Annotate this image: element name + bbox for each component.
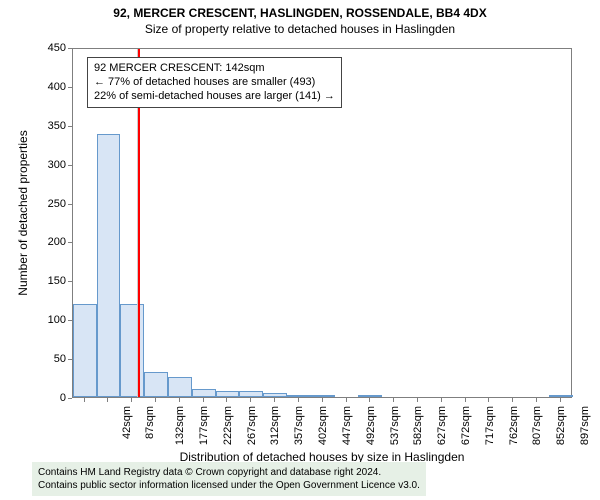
- plot-area: 92 MERCER CRESCENT: 142sqm← 77% of detac…: [72, 48, 572, 398]
- xtick-mark: [369, 398, 370, 402]
- xtick-mark: [346, 398, 347, 402]
- histogram-bar: [549, 395, 573, 397]
- xtick-mark: [322, 398, 323, 402]
- xtick-mark: [179, 398, 180, 402]
- xtick-label: 447sqm: [341, 406, 353, 445]
- chart-container: 92, MERCER CRESCENT, HASLINGDEN, ROSSEND…: [0, 0, 600, 500]
- xtick-mark: [274, 398, 275, 402]
- ytick-mark: [68, 87, 72, 88]
- ytick-label: 200: [36, 236, 66, 248]
- xtick-label: 852sqm: [555, 406, 567, 445]
- chart-title: 92, MERCER CRESCENT, HASLINGDEN, ROSSEND…: [0, 0, 600, 20]
- footer-line: Contains HM Land Registry data © Crown c…: [38, 466, 420, 479]
- histogram-bar: [144, 372, 168, 397]
- ytick-label: 250: [36, 198, 66, 210]
- ytick-mark: [68, 126, 72, 127]
- ytick-label: 450: [36, 42, 66, 54]
- xtick-mark: [441, 398, 442, 402]
- xtick-mark: [560, 398, 561, 402]
- xtick-label: 177sqm: [198, 406, 210, 445]
- histogram-bar: [358, 395, 382, 397]
- ytick-label: 50: [36, 353, 66, 365]
- xtick-label: 807sqm: [532, 406, 544, 445]
- histogram-bar: [216, 391, 240, 397]
- histogram-bar: [263, 393, 287, 397]
- xtick-mark: [107, 398, 108, 402]
- xtick-mark: [84, 398, 85, 402]
- xtick-mark: [512, 398, 513, 402]
- xtick-label: 267sqm: [246, 406, 258, 445]
- xtick-label: 87sqm: [144, 406, 156, 439]
- xtick-label: 312sqm: [270, 406, 282, 445]
- xtick-label: 627sqm: [436, 406, 448, 445]
- histogram-bar: [287, 395, 311, 397]
- annotation-line: ← 77% of detached houses are smaller (49…: [94, 76, 335, 90]
- xtick-mark: [298, 398, 299, 402]
- histogram-bar: [239, 391, 263, 397]
- xtick-label: 42sqm: [121, 406, 133, 439]
- ytick-label: 350: [36, 120, 66, 132]
- ytick-label: 100: [36, 314, 66, 326]
- ytick-label: 150: [36, 275, 66, 287]
- xtick-label: 717sqm: [484, 406, 496, 445]
- xtick-label: 132sqm: [174, 406, 186, 445]
- xtick-mark: [155, 398, 156, 402]
- ytick-mark: [68, 320, 72, 321]
- y-axis-label: Number of detached properties: [16, 113, 30, 313]
- ytick-mark: [68, 242, 72, 243]
- xtick-label: 582sqm: [412, 406, 424, 445]
- xtick-mark: [417, 398, 418, 402]
- xtick-label: 762sqm: [508, 406, 520, 445]
- annotation-line: 92 MERCER CRESCENT: 142sqm: [94, 62, 335, 76]
- xtick-mark: [536, 398, 537, 402]
- ytick-label: 0: [36, 392, 66, 404]
- xtick-label: 357sqm: [293, 406, 305, 445]
- xtick-label: 537sqm: [389, 406, 401, 445]
- xtick-label: 492sqm: [365, 406, 377, 445]
- xtick-label: 897sqm: [579, 406, 591, 445]
- ytick-mark: [68, 398, 72, 399]
- footer-attribution: Contains HM Land Registry data © Crown c…: [32, 462, 426, 496]
- histogram-bar: [311, 395, 335, 397]
- ytick-mark: [68, 165, 72, 166]
- xtick-mark: [131, 398, 132, 402]
- xtick-label: 402sqm: [317, 406, 329, 445]
- annotation-box: 92 MERCER CRESCENT: 142sqm← 77% of detac…: [87, 57, 342, 108]
- xtick-label: 672sqm: [460, 406, 472, 445]
- xtick-mark: [465, 398, 466, 402]
- ytick-label: 300: [36, 159, 66, 171]
- ytick-mark: [68, 359, 72, 360]
- histogram-bar: [97, 134, 121, 397]
- xtick-mark: [250, 398, 251, 402]
- ytick-mark: [68, 204, 72, 205]
- histogram-bar: [168, 377, 192, 397]
- xtick-label: 222sqm: [222, 406, 234, 445]
- xtick-mark: [488, 398, 489, 402]
- histogram-bar: [120, 304, 144, 397]
- xtick-mark: [203, 398, 204, 402]
- xtick-mark: [226, 398, 227, 402]
- ytick-mark: [68, 281, 72, 282]
- xtick-mark: [393, 398, 394, 402]
- chart-subtitle: Size of property relative to detached ho…: [0, 20, 600, 40]
- ytick-label: 400: [36, 81, 66, 93]
- footer-line: Contains public sector information licen…: [38, 479, 420, 492]
- ytick-mark: [68, 48, 72, 49]
- histogram-bar: [192, 389, 216, 397]
- histogram-bar: [73, 304, 97, 397]
- annotation-line: 22% of semi-detached houses are larger (…: [94, 90, 335, 104]
